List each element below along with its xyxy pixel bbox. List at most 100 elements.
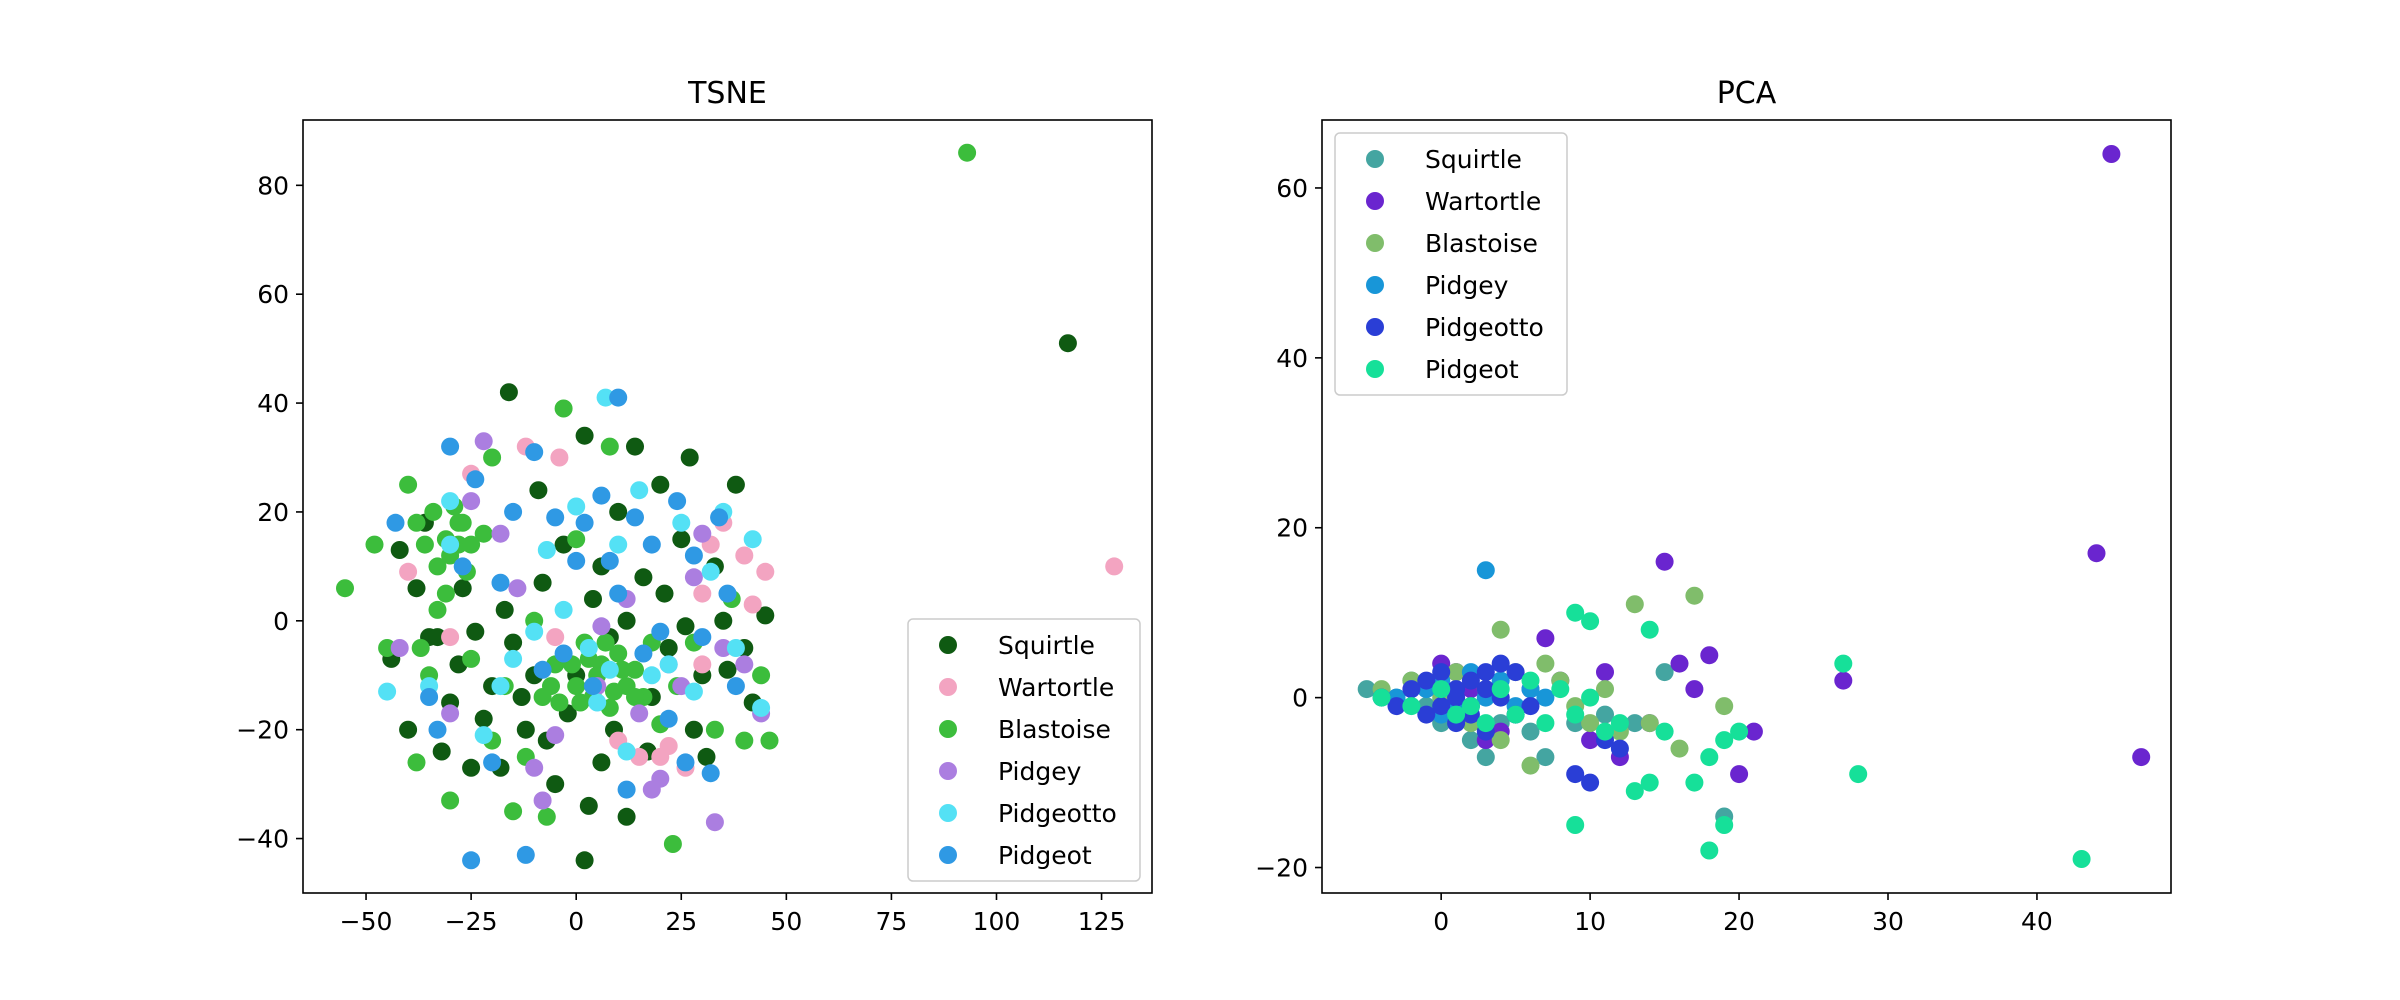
- pca-wartortle-point: [1730, 765, 1748, 783]
- tsne-pidgeot-point: [668, 492, 686, 510]
- tsne-blastoise-point: [454, 514, 472, 532]
- tsne-blastoise-point: [408, 514, 426, 532]
- tsne-squirtle-point: [714, 612, 732, 630]
- tsne-pidgeotto-point: [685, 683, 703, 701]
- tsne-squirtle-point: [504, 634, 522, 652]
- tsne-wartortle-point: [1105, 557, 1123, 575]
- tsne-pidgeot-point: [626, 508, 644, 526]
- tsne-pidgeot-point: [702, 764, 720, 782]
- pca-pidgeot-point: [1641, 774, 1659, 792]
- pca-legend-marker-pidgeot: [1366, 360, 1384, 378]
- pca-legend-marker-pidgeotto: [1366, 318, 1384, 336]
- tsne-legend-marker-pidgeotto: [939, 804, 957, 822]
- tsne-y-tick-label: −40: [236, 825, 289, 854]
- tsne-squirtle-point: [656, 585, 674, 603]
- pca-pidgeotto-point: [1432, 663, 1450, 681]
- tsne-y-tick-label: 0: [273, 607, 289, 636]
- pca-pidgeot-point: [1581, 689, 1599, 707]
- pca-x-tick-label: 0: [1433, 907, 1449, 936]
- tsne-wartortle-point: [441, 628, 459, 646]
- tsne-pidgeot-point: [651, 623, 669, 641]
- tsne-pidgeot-point: [677, 753, 695, 771]
- tsne-pidgeotto-point: [601, 661, 619, 679]
- tsne-blastoise-point: [399, 476, 417, 494]
- pca-blastoise-point: [1671, 740, 1689, 758]
- tsne-squirtle-point: [546, 775, 564, 793]
- pca-pidgeot-point: [1849, 765, 1867, 783]
- pca-y-tick-label: 60: [1276, 174, 1308, 203]
- tsne-pidgeot-point: [454, 557, 472, 575]
- tsne-squirtle-point: [618, 808, 636, 826]
- tsne-pidgeotto-point: [555, 601, 573, 619]
- tsne-blastoise-point: [412, 639, 430, 657]
- tsne-pidgeotto-point: [525, 623, 543, 641]
- pca-y-tick-label: 40: [1276, 344, 1308, 373]
- tsne-squirtle-point: [462, 759, 480, 777]
- tsne-pidgey-point: [630, 704, 648, 722]
- tsne-blastoise-point: [462, 536, 480, 554]
- tsne-legend-marker-squirtle: [939, 636, 957, 654]
- pca-legend-marker-blastoise: [1366, 234, 1384, 252]
- tsne-pidgey-point: [651, 770, 669, 788]
- pca-pidgeot-point: [1432, 680, 1450, 698]
- pca-pidgeot-point: [1522, 672, 1540, 690]
- pca-pidgeot-point: [1581, 612, 1599, 630]
- tsne-squirtle-point: [651, 476, 669, 494]
- tsne-blastoise-point: [605, 683, 623, 701]
- tsne-x-tick-label: −50: [340, 907, 393, 936]
- pca-legend-marker-wartortle: [1366, 192, 1384, 210]
- tsne-blastoise-point: [483, 449, 501, 467]
- tsne-squirtle-point: [626, 438, 644, 456]
- tsne-pidgey-point: [462, 492, 480, 510]
- pca-pidgeot-point: [1492, 680, 1510, 698]
- tsne-squirtle-point: [513, 688, 531, 706]
- tsne-pidgeot-point: [492, 574, 510, 592]
- pca-blastoise-point: [1522, 757, 1540, 775]
- tsne-pidgeot-point: [693, 628, 711, 646]
- pca-title: PCA: [1717, 76, 1777, 111]
- tsne-pidgeot-point: [387, 514, 405, 532]
- tsne-pidgeot-point: [609, 585, 627, 603]
- tsne-pidgeot-point: [534, 661, 552, 679]
- tsne-wartortle-point: [744, 596, 762, 614]
- tsne-wartortle-point: [756, 563, 774, 581]
- tsne-blastoise-point: [424, 503, 442, 521]
- tsne-wartortle-point: [550, 449, 568, 467]
- tsne-pidgeotto-point: [580, 639, 598, 657]
- pca-legend-label-pidgeot: Pidgeot: [1425, 355, 1519, 384]
- tsne-blastoise-point: [538, 808, 556, 826]
- tsne-squirtle-point: [475, 710, 493, 728]
- pca-pidgeot-point: [2073, 850, 2091, 868]
- pca-legend-label-wartortle: Wartortle: [1425, 187, 1541, 216]
- pca-pidgeot-point: [1700, 842, 1718, 860]
- tsne-pidgeotto-point: [441, 492, 459, 510]
- tsne-blastoise-point: [504, 802, 522, 820]
- tsne-pidgeot-point: [609, 389, 627, 407]
- tsne-pidgeot-point: [710, 508, 728, 526]
- pca-legend-marker-pidgey: [1366, 276, 1384, 294]
- tsne-squirtle-point: [517, 721, 535, 739]
- pca-pidgeot-point: [1656, 723, 1674, 741]
- tsne-pidgeotto-point: [504, 650, 522, 668]
- tsne-blastoise-point: [408, 753, 426, 771]
- tsne-wartortle-point: [693, 585, 711, 603]
- tsne-blastoise-point: [597, 634, 615, 652]
- tsne-squirtle-point: [685, 721, 703, 739]
- tsne-wartortle-point: [399, 563, 417, 581]
- tsne-squirtle-point: [681, 449, 699, 467]
- tsne-blastoise-point: [706, 721, 724, 739]
- tsne-squirtle-point: [408, 579, 426, 597]
- tsne-legend-label-blastoise: Blastoise: [998, 715, 1111, 744]
- tsne-x-tick-label: 0: [568, 907, 584, 936]
- tsne-x-tick-label: −25: [445, 907, 498, 936]
- tsne-blastoise-point: [664, 835, 682, 853]
- tsne-pidgeot-point: [555, 645, 573, 663]
- tsne-blastoise-point: [336, 579, 354, 597]
- tsne-pidgey-point: [391, 639, 409, 657]
- tsne-legend-label-pidgeotto: Pidgeotto: [998, 799, 1117, 828]
- pca-wartortle-point: [1834, 672, 1852, 690]
- tsne-squirtle-point: [592, 753, 610, 771]
- tsne-pidgeot-point: [685, 547, 703, 565]
- tsne-squirtle-point: [719, 661, 737, 679]
- tsne-pidgeot-point: [504, 503, 522, 521]
